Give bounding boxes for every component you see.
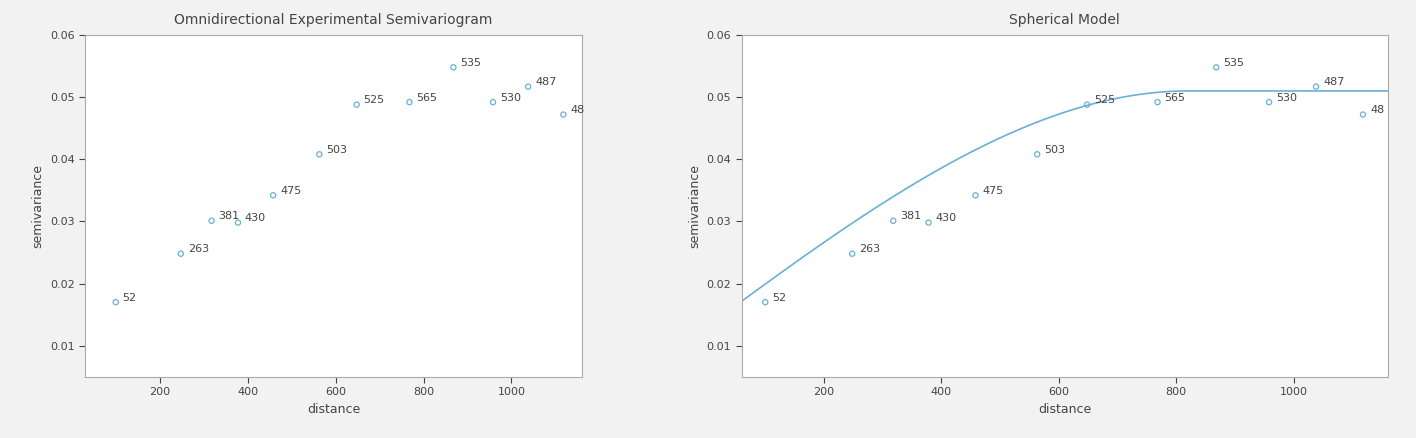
X-axis label: distance: distance: [307, 403, 360, 416]
Point: [1304, 83, 1327, 90]
Text: 525: 525: [364, 95, 385, 105]
Text: 48: 48: [1369, 105, 1385, 115]
Point: [753, 299, 776, 306]
Text: 565: 565: [416, 93, 438, 103]
Point: [552, 111, 575, 118]
Point: [1205, 64, 1228, 71]
Point: [841, 250, 864, 257]
Text: 530: 530: [500, 93, 521, 103]
Text: 525: 525: [1095, 95, 1116, 105]
Text: 381: 381: [218, 212, 239, 221]
Y-axis label: semivariance: semivariance: [688, 164, 701, 248]
Point: [1352, 111, 1375, 118]
Point: [517, 83, 539, 90]
Text: 530: 530: [1276, 93, 1297, 103]
Point: [1025, 151, 1048, 158]
Point: [1257, 99, 1280, 106]
Point: [170, 250, 193, 257]
Point: [1146, 99, 1168, 106]
Text: 263: 263: [860, 244, 881, 254]
Text: 52: 52: [772, 293, 786, 303]
Text: 381: 381: [901, 212, 922, 221]
Text: 430: 430: [245, 213, 266, 223]
Point: [918, 219, 940, 226]
Text: 535: 535: [1223, 58, 1245, 68]
Text: 475: 475: [280, 186, 302, 196]
Point: [481, 99, 504, 106]
Text: 263: 263: [188, 244, 210, 254]
Title: Spherical Model: Spherical Model: [1010, 13, 1120, 27]
X-axis label: distance: distance: [1038, 403, 1092, 416]
Point: [882, 217, 905, 224]
Point: [398, 99, 421, 106]
Y-axis label: semivariance: semivariance: [31, 164, 44, 248]
Point: [1076, 101, 1099, 108]
Text: 487: 487: [535, 77, 556, 87]
Text: 475: 475: [983, 186, 1004, 196]
Text: 503: 503: [1044, 145, 1065, 155]
Point: [309, 151, 331, 158]
Point: [442, 64, 464, 71]
Text: 535: 535: [460, 58, 481, 68]
Text: 430: 430: [936, 213, 957, 223]
Text: 503: 503: [326, 145, 347, 155]
Point: [346, 101, 368, 108]
Title: Omnidirectional Experimental Semivariogram: Omnidirectional Experimental Semivariogr…: [174, 13, 493, 27]
Text: 487: 487: [1323, 77, 1344, 87]
Text: 565: 565: [1164, 93, 1185, 103]
Point: [105, 299, 127, 306]
Point: [200, 217, 222, 224]
Point: [227, 219, 249, 226]
Point: [262, 192, 285, 199]
Text: 52: 52: [123, 293, 137, 303]
Text: 48: 48: [571, 105, 585, 115]
Point: [964, 192, 987, 199]
